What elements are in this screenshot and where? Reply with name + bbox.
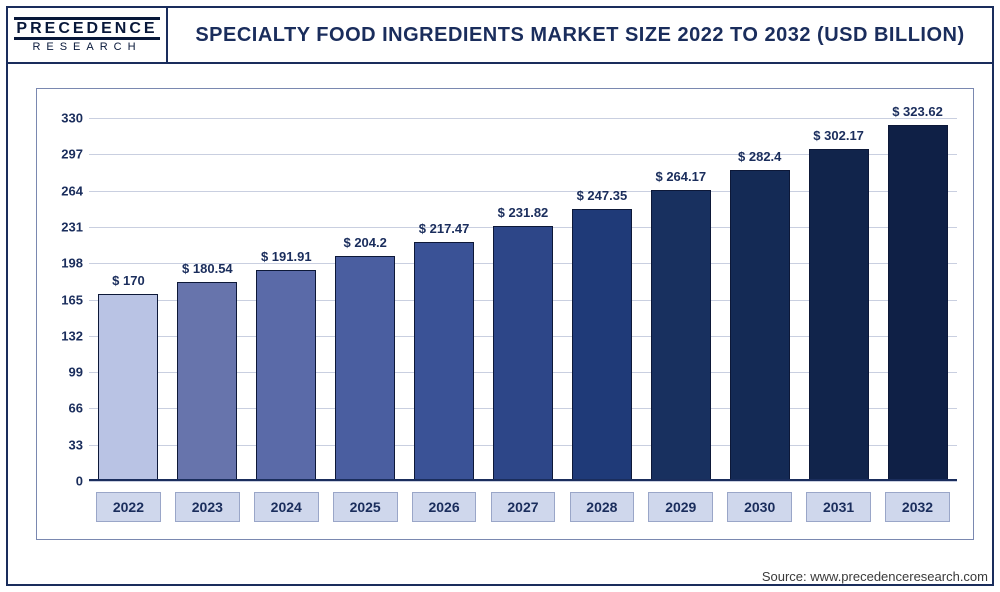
- bar-wrap: $ 264.17: [641, 107, 720, 481]
- chart-title: SPECIALTY FOOD INGREDIENTS MARKET SIZE 2…: [168, 8, 992, 62]
- x-tick-cell: 2030: [720, 487, 799, 527]
- bar-value-label: $ 323.62: [892, 104, 943, 119]
- bar-value-label: $ 217.47: [419, 221, 470, 236]
- x-tick-label: 2032: [885, 492, 950, 522]
- bar: [809, 149, 869, 481]
- x-tick-cell: 2027: [484, 487, 563, 527]
- x-tick-label: 2030: [727, 492, 792, 522]
- bar-wrap: $ 323.62: [878, 107, 957, 481]
- x-tick-label: 2026: [412, 492, 477, 522]
- bar: [414, 242, 474, 481]
- bar-value-label: $ 282.4: [738, 149, 781, 164]
- x-tick-cell: 2022: [89, 487, 168, 527]
- bar-wrap: $ 302.17: [799, 107, 878, 481]
- bar-value-label: $ 247.35: [577, 188, 628, 203]
- y-tick-label: 99: [43, 365, 83, 380]
- bar: [888, 125, 948, 481]
- x-tick-cell: 2025: [326, 487, 405, 527]
- bar: [651, 190, 711, 481]
- bar-value-label: $ 264.17: [655, 169, 706, 184]
- x-tick-label: 2024: [254, 492, 319, 522]
- bar-wrap: $ 247.35: [562, 107, 641, 481]
- y-tick-label: 132: [43, 328, 83, 343]
- logo-line2: RESEARCH: [32, 41, 141, 53]
- y-tick-label: 231: [43, 219, 83, 234]
- source-text: Source: www.precedenceresearch.com: [762, 569, 988, 584]
- bar-wrap: $ 217.47: [405, 107, 484, 481]
- grid-line: [89, 481, 957, 482]
- y-tick-label: 33: [43, 437, 83, 452]
- bar-value-label: $ 170: [112, 273, 145, 288]
- bar: [335, 256, 395, 481]
- x-tick-cell: 2026: [405, 487, 484, 527]
- x-tick-label: 2022: [96, 492, 161, 522]
- x-tick-cell: 2023: [168, 487, 247, 527]
- x-tick-cell: 2028: [562, 487, 641, 527]
- bar-wrap: $ 180.54: [168, 107, 247, 481]
- plot-area: 0336699132165198231264297330 $ 170$ 180.…: [89, 107, 957, 481]
- bar-value-label: $ 180.54: [182, 261, 233, 276]
- x-tick-label: 2025: [333, 492, 398, 522]
- bar-wrap: $ 191.91: [247, 107, 326, 481]
- x-tick-label: 2028: [570, 492, 635, 522]
- x-tick-cell: 2031: [799, 487, 878, 527]
- x-axis: 2022 2023 2024 2025 2026 2027 2028 2029 2030 2031…: [89, 487, 957, 527]
- bar: [177, 282, 237, 481]
- logo-line1: PRECEDENCE: [14, 17, 159, 41]
- x-tick-cell: 2029: [641, 487, 720, 527]
- y-tick-label: 0: [43, 474, 83, 489]
- header-bar: PRECEDENCE RESEARCH SPECIALTY FOOD INGRE…: [8, 8, 992, 64]
- y-tick-label: 297: [43, 147, 83, 162]
- x-tick-label: 2023: [175, 492, 240, 522]
- y-tick-label: 66: [43, 401, 83, 416]
- x-baseline: [89, 479, 957, 481]
- bar-value-label: $ 231.82: [498, 205, 549, 220]
- x-tick-label: 2027: [491, 492, 556, 522]
- bar: [493, 226, 553, 481]
- bar-wrap: $ 204.2: [326, 107, 405, 481]
- bar: [256, 270, 316, 481]
- bar: [572, 209, 632, 481]
- bar: [730, 170, 790, 481]
- bars-container: $ 170 $ 180.54 $ 191.91 $ 204.2 $ 217.47 $ 23…: [89, 107, 957, 481]
- logo: PRECEDENCE RESEARCH: [8, 8, 168, 62]
- chart-area: 0 33 66 99 132 165 198 231 264 297 330 $ 170 $ 180.…: [36, 88, 974, 540]
- bar-wrap: $ 170: [89, 107, 168, 481]
- chart-frame: PRECEDENCE RESEARCH SPECIALTY FOOD INGRE…: [6, 6, 994, 586]
- x-tick-cell: 2024: [247, 487, 326, 527]
- x-tick-label: 2031: [806, 492, 871, 522]
- y-tick-label: 165: [43, 292, 83, 307]
- x-tick-cell: 2032: [878, 487, 957, 527]
- bar-value-label: $ 191.91: [261, 249, 312, 264]
- bar-wrap: $ 282.4: [720, 107, 799, 481]
- bar-wrap: $ 231.82: [484, 107, 563, 481]
- y-tick-label: 198: [43, 256, 83, 271]
- x-tick-label: 2029: [648, 492, 713, 522]
- y-tick-label: 264: [43, 183, 83, 198]
- bar-value-label: $ 204.2: [343, 235, 386, 250]
- y-tick-label: 330: [43, 111, 83, 126]
- bar: [98, 294, 158, 481]
- bar-value-label: $ 302.17: [813, 128, 864, 143]
